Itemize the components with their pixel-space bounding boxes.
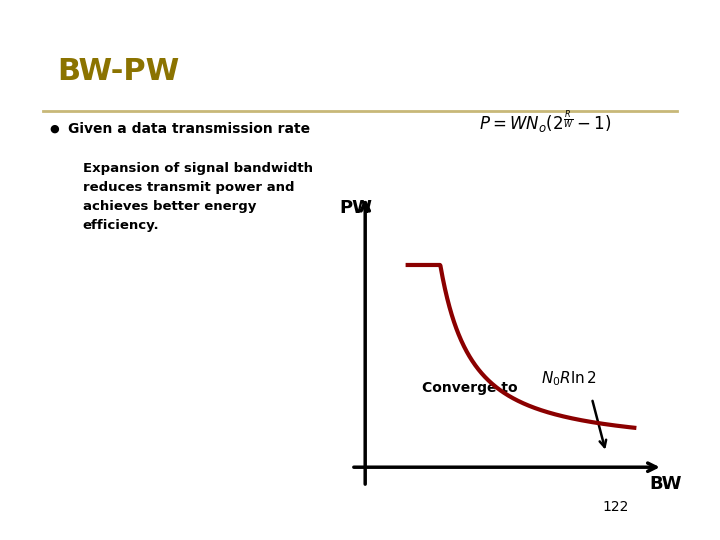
Text: BW-PW: BW-PW: [58, 57, 180, 86]
Text: ●: ●: [49, 124, 59, 133]
Text: BW: BW: [649, 475, 682, 494]
Text: $P = WN_o(2^{\frac{R}{W}}-1)$: $P = WN_o(2^{\frac{R}{W}}-1)$: [479, 108, 611, 135]
Text: PW: PW: [340, 199, 373, 217]
Text: 122: 122: [603, 500, 629, 514]
Text: $N_0 R\ln 2$: $N_0 R\ln 2$: [541, 369, 597, 388]
Text: Given a data transmission rate: Given a data transmission rate: [68, 122, 310, 136]
Text: Converge to: Converge to: [422, 381, 518, 395]
Text: Expansion of signal bandwidth
reduces transmit power and
achieves better energy
: Expansion of signal bandwidth reduces tr…: [83, 162, 312, 232]
